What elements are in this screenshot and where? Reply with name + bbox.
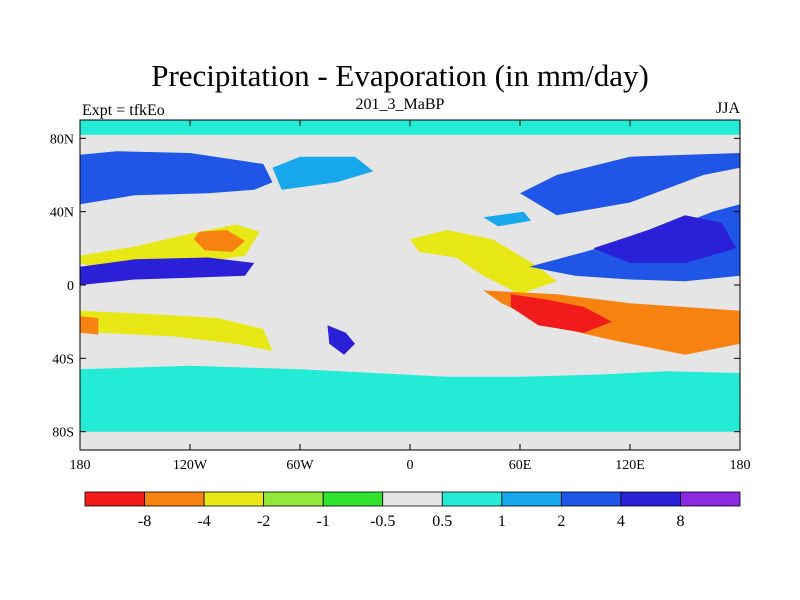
y-tick-label: 40N <box>50 206 74 221</box>
chart-title: Precipitation - Evaporation (in mm/day) <box>151 58 649 93</box>
region-6 <box>80 316 99 335</box>
season-label: JJA <box>715 100 740 117</box>
colorbar-label: 4 <box>617 513 625 530</box>
chart-subtitle: 201_3_MaBP <box>355 96 445 113</box>
y-tick-label: 80S <box>52 426 74 441</box>
x-tick-label: 180 <box>70 458 91 473</box>
region-1 <box>80 151 273 205</box>
x-tick-label: 60W <box>286 458 314 473</box>
colorbar-label: -2 <box>257 513 270 530</box>
map-field <box>80 120 740 450</box>
colorbar-box <box>680 491 741 507</box>
colorbar-box <box>144 491 205 507</box>
x-tick-label: 0 <box>407 458 414 473</box>
colorbar-label: 0.5 <box>432 513 452 530</box>
region-14 <box>593 215 737 263</box>
region-11 <box>510 294 612 333</box>
region-17 <box>355 354 465 373</box>
region-9 <box>410 230 557 295</box>
colorbar-box <box>501 491 562 507</box>
region-4 <box>80 257 255 285</box>
region-13 <box>520 153 740 216</box>
experiment-label: Expt = tfkEo <box>82 102 165 119</box>
colorbar-label: 2 <box>557 513 565 530</box>
x-tick-label: 120E <box>615 458 645 473</box>
region-15 <box>483 211 531 227</box>
region-5 <box>80 310 273 351</box>
region-16 <box>327 325 355 355</box>
x-tick-label: 180 <box>730 458 751 473</box>
x-tick-label: 120W <box>173 458 208 473</box>
colorbar-box <box>441 491 503 507</box>
y-tick-label: 80N <box>50 132 74 147</box>
region-8 <box>272 156 374 190</box>
colorbar-box <box>84 491 145 507</box>
colorbar-box <box>560 491 622 507</box>
x-tick-label: 60E <box>509 458 532 473</box>
colorbar-label: 1 <box>498 513 506 530</box>
colorbar-label: -8 <box>138 513 151 530</box>
colorbar-box <box>620 491 681 507</box>
colorbar-label: -4 <box>197 513 210 530</box>
colorbar-label: -0.5 <box>370 513 395 530</box>
colorbar-box <box>322 491 384 507</box>
region-3 <box>193 230 245 252</box>
region-7 <box>80 365 740 432</box>
y-tick-label: 40S <box>52 352 74 367</box>
colorbar-label: 8 <box>676 513 684 530</box>
region-0 <box>80 120 740 135</box>
colorbar-box <box>382 491 443 507</box>
colorbar <box>84 491 741 507</box>
colorbar-box <box>203 491 265 507</box>
colorbar-label: -1 <box>317 513 330 530</box>
colorbar-box <box>263 491 324 507</box>
y-tick-label: 0 <box>67 279 74 294</box>
